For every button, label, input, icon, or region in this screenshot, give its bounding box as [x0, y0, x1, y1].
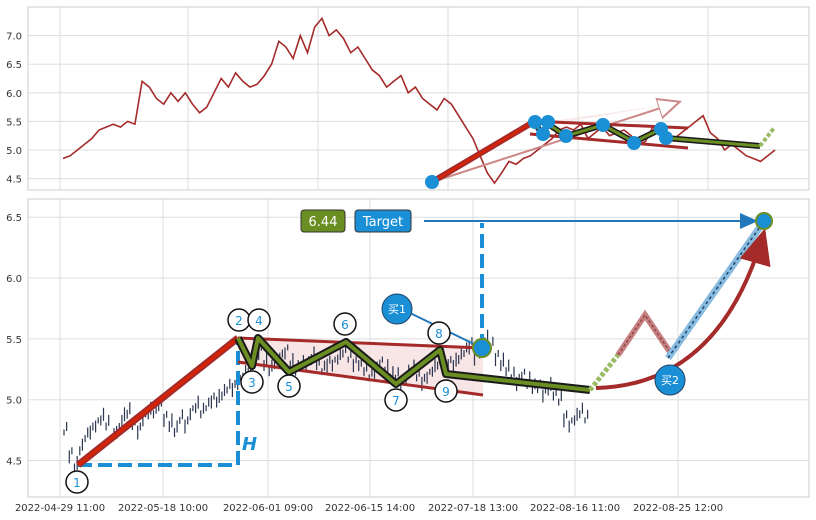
h-label: H — [242, 434, 257, 455]
point-3: 3 — [240, 370, 264, 394]
overview-point — [425, 175, 439, 189]
svg-text:7: 7 — [392, 394, 400, 408]
point-9: 9 — [434, 379, 458, 403]
overview-target-arrow — [431, 103, 676, 183]
target-point — [755, 212, 773, 230]
y-tick-label: 5.0 — [6, 146, 22, 157]
overview-point — [559, 129, 573, 143]
zigzag-inner — [236, 336, 591, 392]
point-7: 7 — [384, 388, 408, 412]
overview-projection — [758, 126, 776, 148]
point-1: 1 — [65, 470, 89, 494]
y-tick-label: 5.5 — [6, 335, 22, 346]
x-tick-label: 2022-06-01 09:00 — [223, 503, 313, 514]
point-6: 6 — [333, 312, 357, 336]
y-tick-label: 6.0 — [6, 89, 22, 100]
price-badge-text: 6.44 — [309, 215, 338, 230]
overview-up-leg-inner — [431, 123, 531, 183]
point-5: 5 — [277, 374, 301, 398]
x-tick-label: 2022-08-16 11:00 — [530, 503, 620, 514]
y-tick-label: 4.5 — [6, 457, 22, 468]
svg-text:1: 1 — [73, 476, 81, 490]
detail-x-ticks: 2022-04-29 11:00 2022-05-18 10:00 2022-06-… — [15, 503, 723, 514]
y-tick-label: 5.0 — [6, 396, 22, 407]
svg-text:8: 8 — [435, 327, 443, 341]
upper-boundary-line — [237, 336, 484, 350]
y-tick-label: 6.5 — [6, 213, 22, 224]
detail-y-ticks: 4.5 5.0 5.5 6.0 6.5 — [6, 213, 22, 467]
x-tick-label: 2022-06-15 14:00 — [325, 503, 415, 514]
x-tick-label: 2022-07-18 13:00 — [428, 503, 518, 514]
point-4: 4 — [247, 308, 271, 332]
overview-point — [596, 118, 610, 132]
y-tick-label: 6.5 — [6, 60, 22, 71]
target-badge — [354, 209, 412, 233]
price-badge — [300, 209, 346, 233]
y-tick-label: 7.0 — [6, 32, 22, 43]
x-tick-label: 2022-04-29 11:00 — [15, 503, 105, 514]
x-tick-label: 2022-08-25 12:00 — [633, 503, 723, 514]
svg-text:6: 6 — [341, 318, 349, 332]
svg-text:3: 3 — [248, 376, 256, 390]
overview-lower-bound — [529, 132, 689, 150]
detail-panel: 4.5 5.0 5.5 6.0 6.5 2022-04-29 11:00 2022-05-… — [6, 198, 810, 514]
y-tick-label: 5.5 — [6, 117, 22, 128]
svg-text:9: 9 — [442, 385, 450, 399]
point-2: 2 — [227, 308, 251, 332]
overview-panel: 4.5 5.0 5.5 6.0 6.5 7.0 — [6, 6, 810, 191]
y-tick-label: 6.0 — [6, 274, 22, 285]
overview-grid — [28, 7, 809, 190]
overview-point — [536, 127, 550, 141]
projection-green — [588, 353, 620, 392]
overview-frame — [27, 6, 810, 191]
buy1-label: 买1 — [388, 303, 406, 316]
numbered-points: 1 2 3 4 5 6 7 8 9 — [65, 308, 458, 494]
target-curve-arrow — [595, 228, 771, 390]
svg-text:2: 2 — [235, 314, 243, 328]
overview-y-ticks: 4.5 5.0 5.5 6.0 6.5 7.0 — [6, 32, 22, 186]
overview-point — [627, 136, 641, 150]
overview-point — [528, 115, 542, 129]
projection-peak-inner — [617, 313, 673, 356]
overview-pattern-overlay — [425, 103, 776, 189]
buy2-marker — [654, 364, 686, 396]
svg-text:5: 5 — [285, 380, 293, 394]
breakout-point — [472, 338, 492, 358]
overview-point — [541, 115, 555, 129]
x-tick-label: 2022-05-18 10:00 — [118, 503, 208, 514]
svg-text:4: 4 — [255, 314, 263, 328]
point-8: 8 — [427, 321, 451, 345]
up-leg-inner — [77, 337, 239, 466]
buy1-marker — [381, 293, 413, 325]
target-badge-text: Target — [362, 215, 403, 230]
y-tick-label: 4.5 — [6, 175, 22, 186]
buy2-label: 买2 — [661, 374, 679, 387]
overview-point — [659, 131, 673, 145]
